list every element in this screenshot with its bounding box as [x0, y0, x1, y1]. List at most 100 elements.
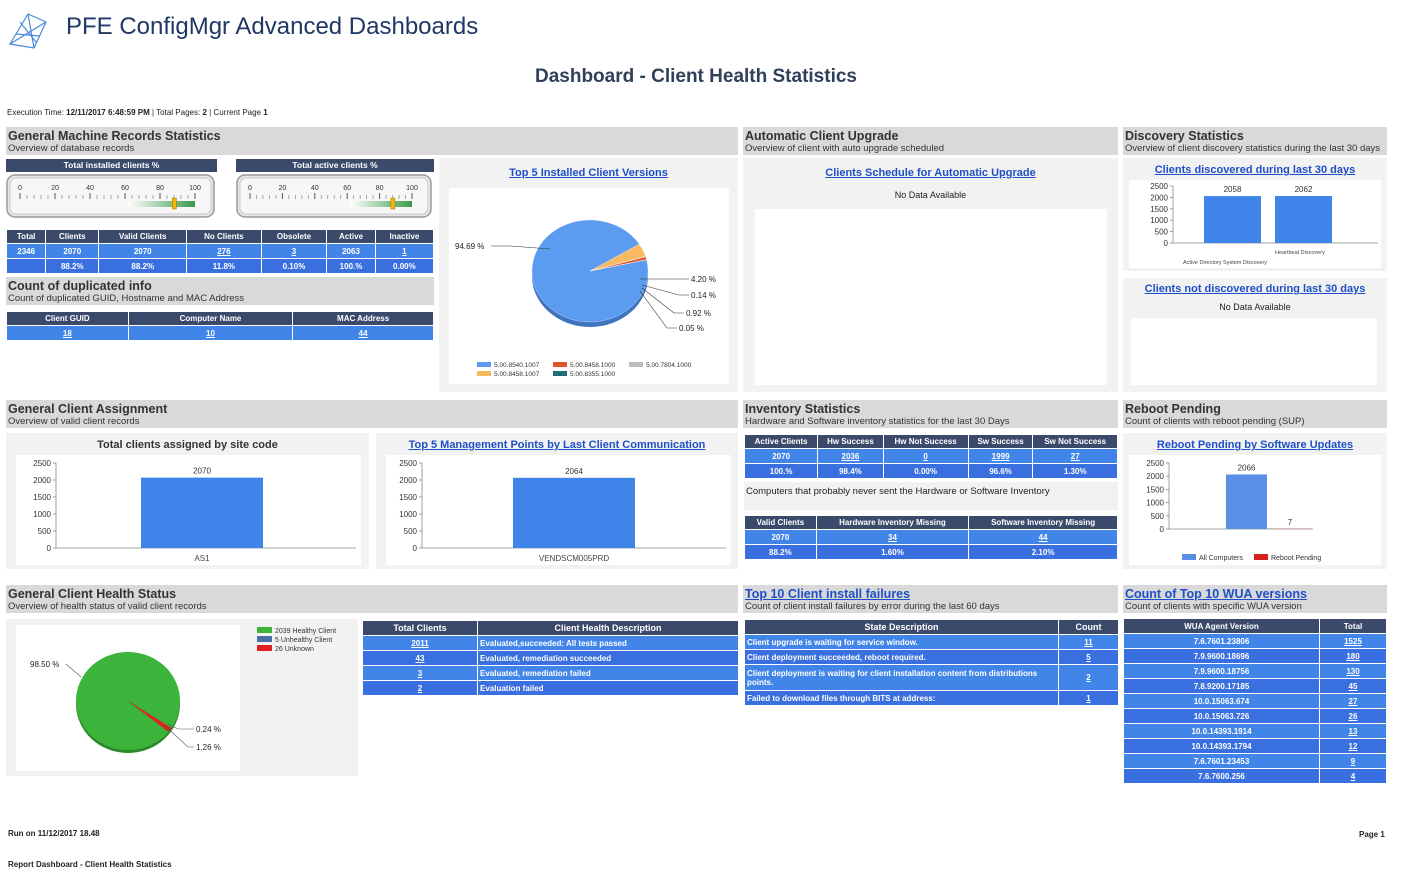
sw-not-success-link[interactable]: 27 [1070, 451, 1080, 461]
health-count-link[interactable]: 2 [417, 683, 423, 693]
sw-missing-link[interactable]: 44 [1038, 532, 1048, 542]
y-tick-label: 1000 [1150, 216, 1168, 225]
install-failures-link[interactable]: Top 10 Client install failures [745, 587, 911, 601]
gauge-range-band [128, 201, 195, 207]
cell-pct: 0.10% [260, 258, 328, 274]
guid-link[interactable]: 18 [62, 328, 72, 338]
legend-swatch [257, 636, 272, 642]
wua-title-link[interactable]: Count of Top 10 WUA versions [1125, 587, 1307, 601]
reboot-chart-title[interactable]: Reboot Pending by Software Updates [1156, 439, 1354, 451]
auto-upgrade-chart-title[interactable]: Clients Schedule for Automatic Upgrade [825, 167, 1036, 179]
wua-version: 10.0.15063.674 [1123, 693, 1320, 709]
sw-success-link[interactable]: 1999 [991, 451, 1010, 461]
y-tick-label: 1500 [33, 493, 51, 502]
cell-pct: 1.30% [1032, 463, 1118, 479]
name-link[interactable]: 10 [206, 328, 215, 338]
failure-count-link[interactable]: 5 [1086, 652, 1091, 662]
wua-total-link[interactable]: 1525 [1344, 636, 1362, 646]
wua-row: 10.0.15063.674 27 [1123, 693, 1387, 709]
th-active: Active [326, 229, 376, 244]
legend-swatch [257, 645, 272, 651]
health-count-link[interactable]: 43 [415, 653, 425, 663]
wua-version: 7.9.9600.18756 [1123, 663, 1320, 679]
inactive-link[interactable]: 1 [402, 246, 407, 256]
y-tick-label: 2000 [399, 476, 417, 485]
gauge-tick-label: 100 [189, 185, 201, 192]
cell-pct: 98.4% [817, 463, 884, 479]
pie-leader-line [163, 724, 194, 748]
y-tick-label: 0 [413, 544, 418, 553]
wua-total-link[interactable]: 27 [1348, 696, 1358, 706]
y-tick-label: 2500 [33, 459, 51, 468]
wua-version: 7.8.9200.17185 [1123, 678, 1320, 694]
health-desc: Evaluation failed [477, 680, 739, 696]
cell-pct: 1.60% [815, 544, 970, 560]
th-wua-total: Total [1319, 618, 1387, 634]
failure-count-link[interactable]: 1 [1086, 693, 1091, 703]
wua-total-link[interactable]: 13 [1348, 726, 1358, 736]
top5-versions-panel: Top 5 Installed Client Versions 94.69 % 4… [439, 158, 738, 392]
obsolete-link[interactable]: 3 [291, 246, 297, 256]
discovery-chart-title[interactable]: Clients discovered during last 30 days [1154, 164, 1356, 176]
section-subtitle: Overview of client with auto upgrade sch… [745, 143, 945, 154]
failure-count-link[interactable]: 2 [1086, 673, 1091, 682]
section-title: Count of duplicated info [8, 279, 152, 293]
discovery-panel: Clients discovered during last 30 days 2… [1123, 158, 1387, 271]
y-tick-label: 0 [1164, 239, 1169, 248]
y-tick-label: 500 [38, 527, 52, 536]
hw-success-link[interactable]: 2036 [841, 451, 860, 461]
hw-missing-link[interactable]: 34 [888, 532, 897, 542]
bar-value-label: 2066 [1238, 463, 1256, 472]
bar-value-label: 2062 [1295, 185, 1313, 194]
wua-total-link[interactable]: 12 [1348, 741, 1358, 751]
cell-pct: 88.2% [744, 544, 817, 560]
cell-total: 2346 [5, 243, 47, 259]
gauge-range-band [350, 201, 412, 207]
site-code-chart-title: Total clients assigned by site code [97, 439, 278, 451]
wua-total-link[interactable]: 9 [1350, 756, 1356, 766]
legend-swatch [477, 371, 491, 376]
health-count-link[interactable]: 3 [417, 668, 423, 678]
section-title: General Client Health Status [8, 587, 177, 601]
auto-upgrade-section: Automatic Client Upgrade Overview of cli… [743, 127, 1118, 155]
install-failures-section: Top 10 Client install failures Count of … [743, 585, 1118, 613]
th-state-desc: State Description [744, 619, 1059, 635]
bar [1275, 195, 1332, 243]
wua-total-link[interactable]: 26 [1348, 711, 1358, 721]
section-title: Automatic Client Upgrade [745, 129, 899, 143]
legend-swatch [553, 371, 567, 376]
bar-value-label: 7 [1288, 518, 1293, 527]
inventory-note-panel: Computers that probably never sent the H… [744, 482, 1118, 510]
reboot-section: Reboot Pending Count of clients with reb… [1123, 400, 1387, 428]
mp-chart-title[interactable]: Top 5 Management Points by Last Client C… [408, 439, 706, 451]
pie-leader-line [641, 284, 689, 296]
wua-total-link[interactable]: 4 [1350, 771, 1356, 781]
no-clients-link[interactable]: 276 [217, 246, 231, 256]
pie-leader-line [167, 723, 194, 730]
th-total-clients: Total Clients [362, 620, 478, 636]
no-data-text: No Data Available [894, 190, 967, 200]
th-inactive: Inactive [374, 229, 435, 244]
top5-versions-title[interactable]: Top 5 Installed Client Versions [509, 167, 668, 179]
th-wua-version: WUA Agent Version [1123, 618, 1320, 634]
th-active-clients: Active Clients [743, 434, 819, 449]
install-failures-table: State Description Count Client upgrade i… [744, 619, 1119, 706]
section-subtitle: Count of client install failures by erro… [745, 601, 1000, 612]
mac-link[interactable]: 44 [358, 328, 368, 338]
cell-pct: 0.00% [374, 258, 435, 274]
gauge-pointer [172, 197, 177, 210]
hw-not-success-link[interactable]: 0 [923, 451, 928, 461]
th-health-desc: Client Health Description [477, 620, 739, 636]
pie-slice [589, 259, 647, 272]
health-count-link[interactable]: 2011 [411, 638, 429, 648]
wua-total-link[interactable]: 180 [1346, 651, 1360, 661]
x-tick-label: AS1 [194, 554, 210, 563]
wua-total-link[interactable]: 130 [1346, 666, 1360, 676]
wua-row: 7.9.9600.18696 180 [1123, 648, 1387, 664]
gauge-tick-label: 60 [343, 185, 351, 192]
gauge2-label: Total active clients % [236, 159, 434, 172]
not-discovered-title[interactable]: Clients not discovered during last 30 da… [1144, 283, 1366, 295]
failure-count-link[interactable]: 11 [1084, 637, 1093, 647]
wua-total-link[interactable]: 45 [1348, 681, 1358, 691]
legend-swatch [257, 627, 272, 633]
